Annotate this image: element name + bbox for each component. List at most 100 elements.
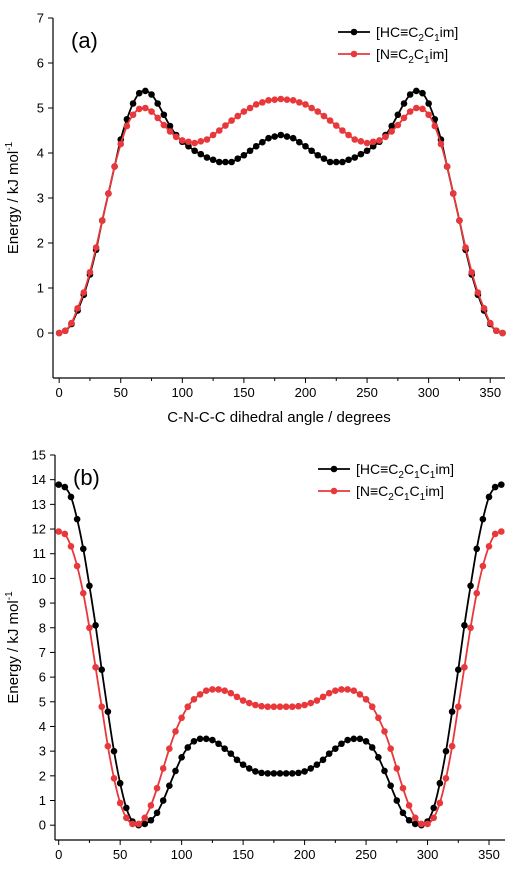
data-point: [234, 155, 242, 162]
data-point: [221, 745, 228, 752]
data-point: [245, 699, 253, 707]
data-point: [368, 703, 376, 711]
y-tick-label: 5: [37, 101, 44, 116]
data-point: [430, 804, 437, 812]
x-tick-label: 50: [114, 385, 128, 400]
data-point: [239, 761, 247, 769]
data-point: [437, 140, 445, 148]
data-point: [338, 740, 345, 748]
data-point: [393, 797, 401, 804]
data-point: [166, 782, 173, 790]
data-point: [493, 327, 500, 335]
legend-label: [HC≡C2C1im]: [376, 24, 458, 44]
data-point: [117, 140, 125, 148]
data-point: [425, 111, 432, 119]
x-tick-label: 350: [479, 385, 501, 400]
data-point: [332, 122, 340, 129]
data-point: [289, 97, 297, 104]
data-point: [313, 761, 321, 769]
data-point: [159, 765, 167, 772]
data-point: [277, 131, 285, 139]
data-point: [338, 686, 345, 693]
data-point: [239, 697, 247, 704]
data-point: [258, 702, 265, 710]
data-point: [86, 624, 93, 632]
data-point: [178, 754, 185, 761]
data-point: [449, 190, 457, 197]
data-point: [154, 100, 161, 107]
data-point: [308, 104, 315, 112]
data-point: [222, 122, 229, 129]
data-point: [344, 686, 351, 693]
data-point: [270, 703, 278, 711]
data-point: [443, 163, 451, 170]
data-point: [73, 562, 81, 570]
x-tick-label: 100: [171, 847, 193, 862]
data-point: [393, 765, 401, 772]
data-point: [209, 131, 217, 139]
y-tick-label: 3: [39, 744, 46, 759]
y-tick-label: 14: [32, 472, 46, 487]
data-point: [375, 714, 382, 722]
data-point: [382, 133, 389, 141]
data-point: [222, 158, 229, 166]
data-point: [394, 111, 402, 119]
data-point: [190, 737, 198, 745]
data-point: [264, 703, 272, 711]
data-point: [381, 767, 388, 775]
data-point: [67, 543, 75, 550]
data-point: [498, 528, 505, 535]
data-point: [448, 742, 456, 750]
y-tick-label: 11: [33, 546, 47, 561]
data-point: [148, 108, 155, 115]
data-point: [456, 217, 463, 224]
data-point: [271, 96, 278, 103]
data-point: [111, 163, 118, 170]
data-point: [80, 289, 88, 296]
legend-marker: [350, 28, 358, 36]
data-point: [233, 756, 241, 764]
data-point: [116, 779, 124, 787]
legend-marker: [330, 465, 338, 473]
data-point: [356, 735, 364, 743]
x-tick-label: 300: [418, 385, 440, 400]
data-point: [302, 101, 309, 108]
data-point: [196, 691, 204, 698]
data-point: [363, 147, 371, 155]
data-point: [362, 696, 370, 703]
data-point: [467, 582, 474, 590]
data-point: [209, 156, 217, 164]
data-point: [431, 122, 439, 130]
data-point: [485, 493, 493, 501]
legend-label: [HC≡C2C1C1im]: [356, 461, 454, 481]
y-tick-label: 10: [32, 571, 46, 586]
data-point: [369, 138, 377, 146]
data-point: [123, 122, 131, 130]
data-point: [203, 136, 211, 143]
data-point: [332, 687, 339, 694]
chart-panel-b: 0 50 100 150 200 250 300 3500123456789101112131…: [4, 448, 505, 862]
data-point: [215, 686, 222, 693]
x-tick-label: 100: [171, 385, 193, 400]
data-point: [276, 770, 284, 777]
y-tick-label: 6: [37, 56, 44, 71]
data-point: [363, 139, 371, 147]
data-point: [350, 687, 358, 694]
data-point: [129, 100, 137, 107]
data-point: [419, 89, 426, 97]
data-point: [179, 137, 186, 144]
data-point: [265, 97, 272, 104]
data-point: [202, 687, 210, 694]
data-point: [339, 127, 346, 134]
data-point: [98, 703, 106, 711]
data-point: [228, 117, 235, 124]
data-point: [405, 802, 413, 809]
data-point: [319, 693, 327, 701]
x-tick-label: 50: [113, 847, 127, 862]
data-point: [196, 735, 204, 743]
data-point: [474, 289, 482, 296]
data-point: [98, 666, 106, 674]
data-point: [92, 663, 99, 671]
data-point: [418, 820, 425, 828]
data-point: [154, 114, 161, 122]
